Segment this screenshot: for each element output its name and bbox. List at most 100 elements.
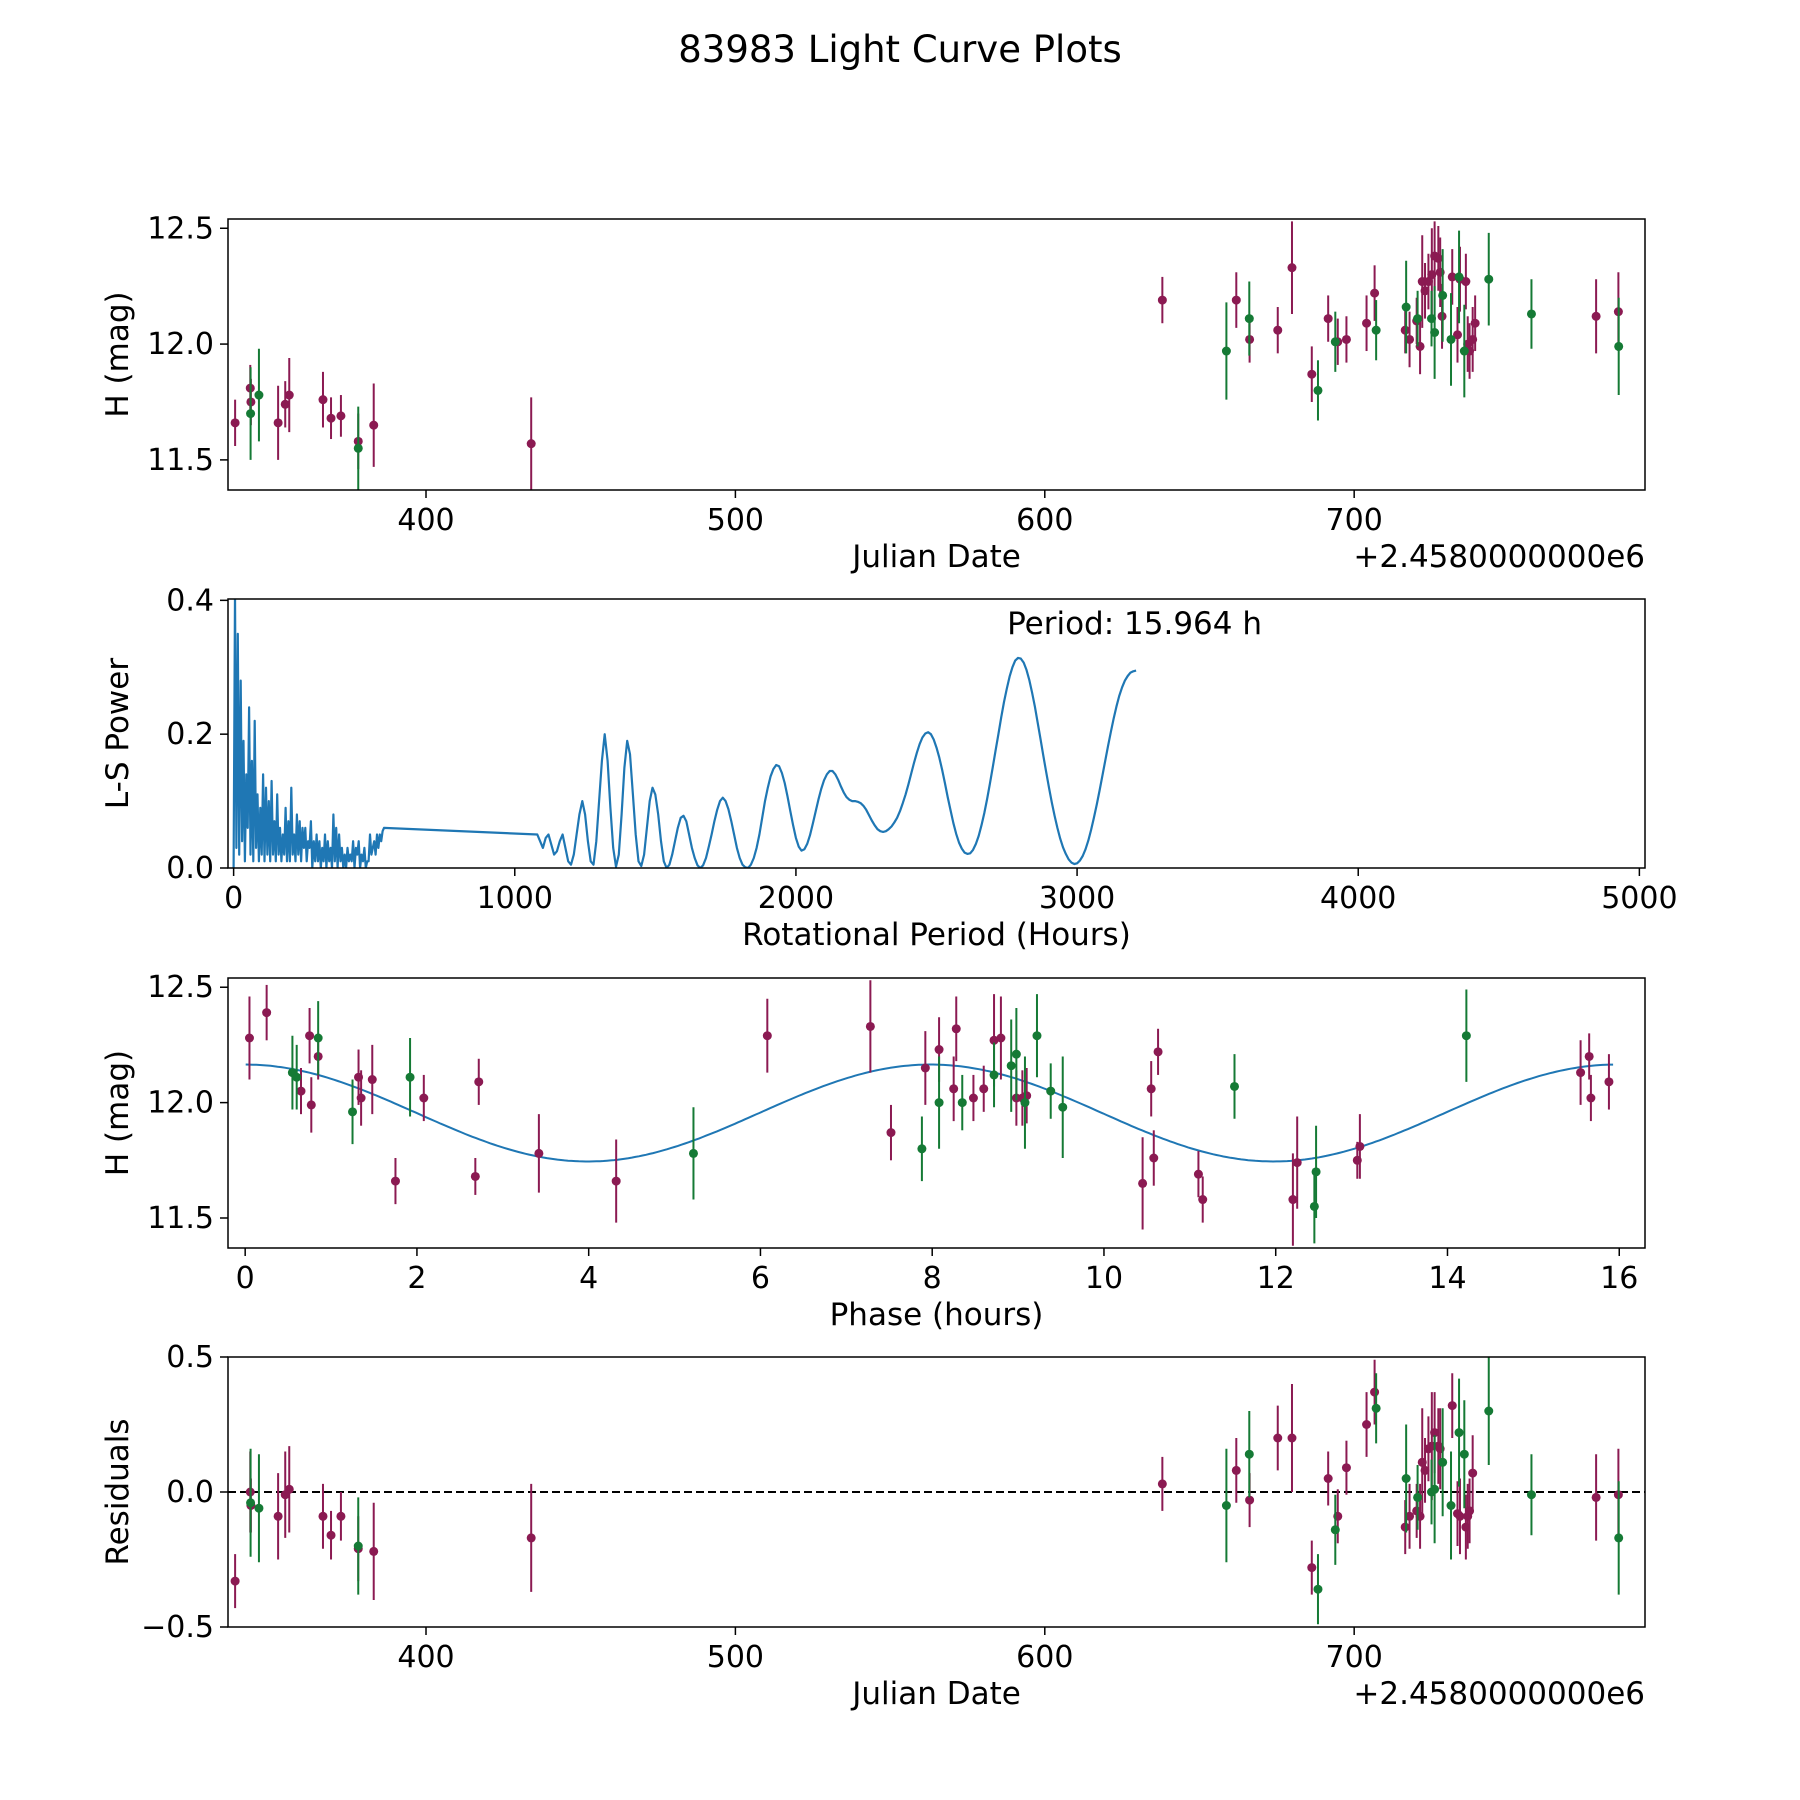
data-point [1231, 1465, 1241, 1475]
data-point [1231, 295, 1241, 305]
data-point [534, 1148, 544, 1158]
x-tick-label: 3000 [1039, 881, 1115, 916]
data-point [989, 1035, 999, 1045]
data-point [326, 1530, 336, 1540]
data-point [336, 411, 346, 421]
phasefold-plot-area [244, 980, 1614, 1246]
y-tick-label: 12.0 [147, 327, 214, 362]
x-offset-label: +2.4580000000e6 [1353, 1676, 1645, 1712]
data-point [1454, 1428, 1464, 1438]
data-point [262, 1008, 272, 1018]
data-point [1153, 1047, 1163, 1057]
data-point [996, 1033, 1006, 1043]
data-point [1584, 1051, 1594, 1061]
data-point [348, 1107, 358, 1117]
data-point [1149, 1153, 1159, 1163]
x-tick-label: 700 [1326, 503, 1383, 538]
residuals-panel: 400 500 600 700 −0.5 0.0 0.5 Julian Date Residua… [100, 1340, 1646, 1712]
data-point [1309, 1201, 1319, 1211]
data-point [1313, 385, 1323, 395]
period-annotation: Period: 15.964 h [1007, 606, 1262, 642]
data-point [1401, 1474, 1411, 1483]
data-point [1446, 1501, 1456, 1510]
x-tick-label: 400 [397, 503, 454, 538]
data-point [526, 439, 536, 449]
x-axis-label: Rotational Period (Hours) [742, 917, 1131, 953]
data-point [1330, 1525, 1340, 1535]
data-point [1058, 1102, 1068, 1112]
data-point [920, 1063, 930, 1073]
data-point [369, 1546, 379, 1556]
x-tick-label: 400 [397, 1640, 454, 1675]
x-tick-label: 10 [1085, 1261, 1123, 1296]
data-point [1433, 253, 1443, 263]
data-point [1413, 314, 1423, 324]
data-point [1526, 309, 1536, 319]
data-point [1370, 288, 1380, 298]
data-point [1455, 1511, 1465, 1521]
y-tick-label: 0.2 [166, 717, 214, 752]
x-tick-label: 600 [1016, 1640, 1073, 1675]
periodogram-plot-area [232, 599, 1137, 868]
data-point [1287, 263, 1297, 273]
data-point [1413, 1492, 1423, 1502]
periodogram-line [232, 599, 1137, 868]
data-point [934, 1098, 944, 1108]
data-point [353, 1541, 363, 1551]
data-point [1401, 302, 1411, 312]
data-point [306, 1100, 316, 1110]
data-point [313, 1033, 323, 1043]
data-point [244, 1033, 254, 1043]
x-axis-label: Julian Date [850, 1676, 1021, 1712]
data-point [1006, 1061, 1016, 1071]
y-tick-label: 12.0 [147, 1086, 214, 1121]
x-axis-label: Phase (hours) [830, 1297, 1044, 1333]
data-point [470, 1171, 480, 1181]
data-point [1245, 1495, 1255, 1505]
y-axis-label: H (mag) [100, 291, 136, 417]
data-point [1447, 1401, 1457, 1411]
data-point [1157, 1479, 1167, 1489]
data-point [305, 1031, 315, 1041]
data-point [1330, 337, 1340, 347]
data-point [1323, 314, 1333, 324]
y-tick-label: 0.5 [166, 1340, 214, 1375]
data-point [951, 1024, 961, 1034]
model-fit-line [245, 1063, 1614, 1163]
data-point [318, 1511, 328, 1521]
data-point [1526, 1490, 1536, 1500]
y-tick-label: 12.5 [147, 211, 214, 246]
data-point [1430, 1428, 1440, 1438]
data-point [1446, 334, 1456, 344]
data-point [353, 443, 363, 453]
data-point [390, 1176, 400, 1186]
data-point [1430, 327, 1440, 337]
figure-title: 83983 Light Curve Plots [678, 28, 1122, 71]
data-point [405, 1072, 415, 1082]
y-tick-label: 11.5 [147, 443, 214, 478]
data-point [292, 1072, 302, 1082]
x-tick-label: 2000 [758, 881, 834, 916]
data-point [1453, 330, 1463, 340]
x-tick-label: 1000 [477, 881, 553, 916]
lightcurve-frame [227, 218, 1646, 491]
data-point [1221, 1501, 1231, 1510]
data-point [1405, 1511, 1415, 1521]
data-point [1341, 1463, 1351, 1473]
x-offset-label: +2.4580000000e6 [1353, 539, 1645, 575]
x-tick-label: 4000 [1320, 881, 1396, 916]
data-point [1273, 325, 1283, 335]
data-point [1198, 1195, 1208, 1205]
data-point [1244, 314, 1254, 324]
y-tick-label: 11.5 [147, 1201, 214, 1236]
data-point [526, 1533, 536, 1543]
data-point [1355, 1141, 1365, 1151]
data-point [1586, 1093, 1596, 1103]
data-point [1323, 1474, 1333, 1483]
data-point [1420, 1465, 1430, 1475]
data-point [1032, 1031, 1042, 1041]
x-tick-label: 12 [1257, 1261, 1295, 1296]
x-tick-label: 0 [236, 1261, 255, 1296]
data-point [318, 395, 328, 405]
data-point [230, 418, 240, 428]
